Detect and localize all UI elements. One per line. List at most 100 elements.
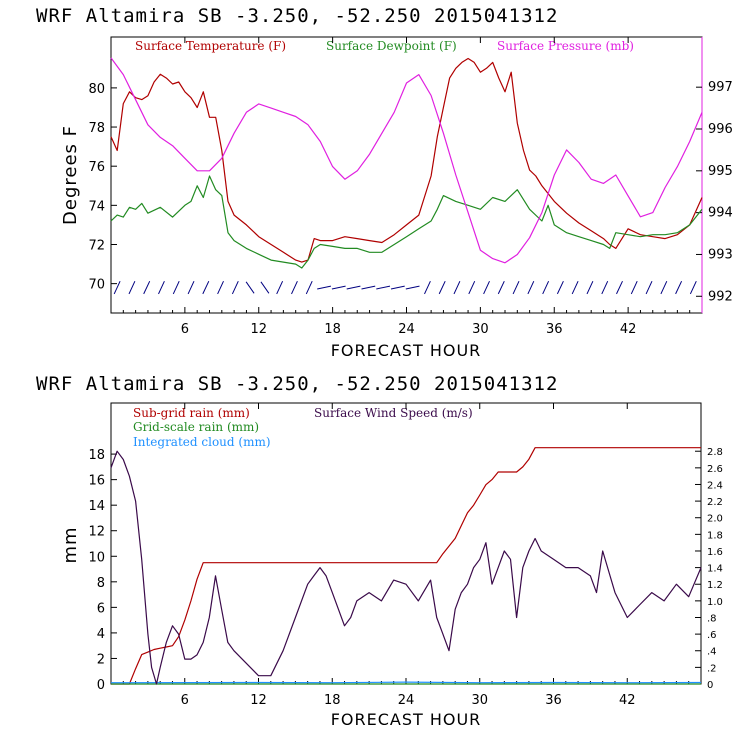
wind-barb bbox=[231, 280, 239, 295]
x-tick-label: 30 bbox=[471, 693, 488, 708]
bottom-y-axis-label: mm bbox=[60, 526, 81, 563]
wind-barb bbox=[202, 280, 210, 295]
wind-barb bbox=[424, 280, 431, 295]
legend-gridscale-rain: Grid-scale rain (mm) bbox=[133, 420, 259, 434]
wind-barb bbox=[291, 280, 298, 295]
wind-barb bbox=[645, 280, 653, 295]
bottom-x-axis-label: FORECAST HOUR bbox=[331, 710, 482, 729]
top-x-axis-label: FORECAST HOUR bbox=[331, 341, 482, 360]
x-tick-label: 30 bbox=[472, 322, 489, 337]
x-tick-label: 24 bbox=[398, 322, 415, 337]
y-tick-label: 2 bbox=[97, 652, 105, 667]
y2-tick-label: 993 bbox=[708, 247, 733, 262]
y2-tick-label: 1.4 bbox=[707, 564, 723, 575]
wind-barb bbox=[468, 280, 476, 295]
wind-barb bbox=[113, 280, 121, 295]
series-line-surface-pressure-mb bbox=[110, 57, 703, 264]
y-tick-label: 6 bbox=[97, 601, 105, 616]
y2-tick-label: 0 bbox=[707, 680, 713, 691]
series-line-surface-temperature-f bbox=[110, 57, 703, 263]
top-legend: Surface Temperature (F) Surface Dewpoint… bbox=[135, 39, 634, 53]
wind-barb bbox=[405, 285, 420, 290]
wind-barb bbox=[128, 280, 136, 295]
y2-tick-label: 996 bbox=[708, 122, 733, 137]
y-tick-label: 70 bbox=[88, 278, 105, 293]
y-tick-label: 80 bbox=[88, 82, 105, 97]
legend-integrated-cloud: Integrated cloud (mm) bbox=[133, 435, 271, 449]
wind-barb bbox=[483, 280, 490, 295]
wind-barb bbox=[556, 280, 564, 295]
y-tick-label: 78 bbox=[88, 121, 105, 136]
y2-tick-label: 1.6 bbox=[707, 547, 723, 558]
x-tick-label: 6 bbox=[181, 322, 189, 337]
y-tick-label: 18 bbox=[88, 448, 105, 463]
series-line-sub-grid-rain-mm bbox=[111, 447, 701, 685]
wind-barb bbox=[527, 280, 535, 295]
wind-barb bbox=[616, 280, 623, 295]
x-tick-label: 42 bbox=[619, 693, 636, 708]
wind-barb bbox=[361, 285, 376, 290]
wind-barb bbox=[376, 285, 391, 290]
wind-barb bbox=[305, 280, 313, 295]
y2-tick-label: 997 bbox=[708, 80, 733, 95]
y-tick-label: 12 bbox=[88, 525, 105, 540]
wind-barb bbox=[497, 280, 505, 295]
top-chart-title: WRF Altamira SB -3.250, -52.250 20150413… bbox=[36, 5, 558, 27]
x-tick-label: 24 bbox=[398, 693, 415, 708]
y-tick-label: 14 bbox=[88, 499, 105, 514]
wind-barb bbox=[331, 285, 346, 290]
y2-tick-label: 1.8 bbox=[707, 530, 723, 541]
legend-temperature: Surface Temperature (F) bbox=[135, 39, 286, 53]
bottom-chart-title: WRF Altamira SB -3.250, -52.250 20150413… bbox=[36, 373, 558, 395]
wind-barb bbox=[143, 280, 151, 295]
y-tick-label: 8 bbox=[97, 576, 105, 591]
series-line-surface-wind-speed-m-s bbox=[110, 450, 702, 685]
wind-barb bbox=[675, 280, 683, 295]
x-tick-label: 6 bbox=[181, 693, 189, 708]
y-tick-label: 74 bbox=[88, 199, 105, 214]
wind-barb bbox=[601, 280, 609, 295]
wind-barb bbox=[660, 280, 668, 295]
y2-tick-label: 994 bbox=[708, 206, 733, 221]
wind-barb bbox=[438, 280, 446, 295]
y2-tick-label: 2.0 bbox=[707, 514, 723, 525]
wind-barb bbox=[346, 285, 361, 290]
y-tick-label: 16 bbox=[88, 474, 105, 489]
bottom-plot-area: 6 12 18 24 30 36 420246810121416180.2.4.6.81.0… bbox=[88, 403, 723, 708]
y2-tick-label: .8 bbox=[707, 613, 717, 624]
y2-tick-label: 1.2 bbox=[707, 580, 723, 591]
x-tick-label: 12 bbox=[250, 693, 267, 708]
x-tick-label: 42 bbox=[620, 322, 637, 337]
wind-barb bbox=[586, 280, 594, 295]
wind-barb bbox=[245, 281, 255, 294]
wind-barb bbox=[390, 285, 405, 290]
series-line-integrated-cloud-mm bbox=[110, 681, 702, 684]
legend-subgrid-rain: Sub-grid rain (mm) bbox=[133, 406, 250, 420]
legend-wind-speed: Surface Wind Speed (m/s) bbox=[314, 406, 473, 420]
y-tick-label: 72 bbox=[88, 238, 105, 253]
wind-barb bbox=[571, 280, 579, 295]
y2-tick-label: 2.4 bbox=[707, 480, 723, 491]
y2-tick-label: .2 bbox=[707, 663, 717, 674]
legend-dewpoint: Surface Dewpoint (F) bbox=[326, 39, 457, 53]
wind-barb bbox=[542, 280, 550, 295]
x-tick-label: 18 bbox=[324, 693, 341, 708]
x-tick-label: 36 bbox=[545, 693, 562, 708]
x-tick-label: 12 bbox=[250, 322, 267, 337]
y-tick-label: 4 bbox=[97, 627, 105, 642]
top-plot-area: 6 12 18 24 30 36 42 70 72 74 76 78 80 992 993 994 995 996… bbox=[88, 37, 733, 337]
y2-tick-label: 995 bbox=[708, 164, 733, 179]
wind-barb bbox=[630, 280, 638, 295]
wind-barb bbox=[512, 280, 520, 295]
wind-barb bbox=[276, 280, 284, 295]
y2-tick-label: .6 bbox=[707, 630, 717, 641]
legend-pressure: Surface Pressure (mb) bbox=[497, 39, 634, 53]
wind-barb bbox=[217, 280, 224, 295]
wind-barb bbox=[317, 285, 332, 290]
top-plot-frame bbox=[110, 36, 703, 314]
wind-barb bbox=[187, 280, 195, 295]
y2-tick-label: 1.0 bbox=[707, 597, 723, 608]
x-tick-label: 18 bbox=[324, 322, 341, 337]
series-line-surface-dewpoint-f bbox=[110, 175, 703, 269]
